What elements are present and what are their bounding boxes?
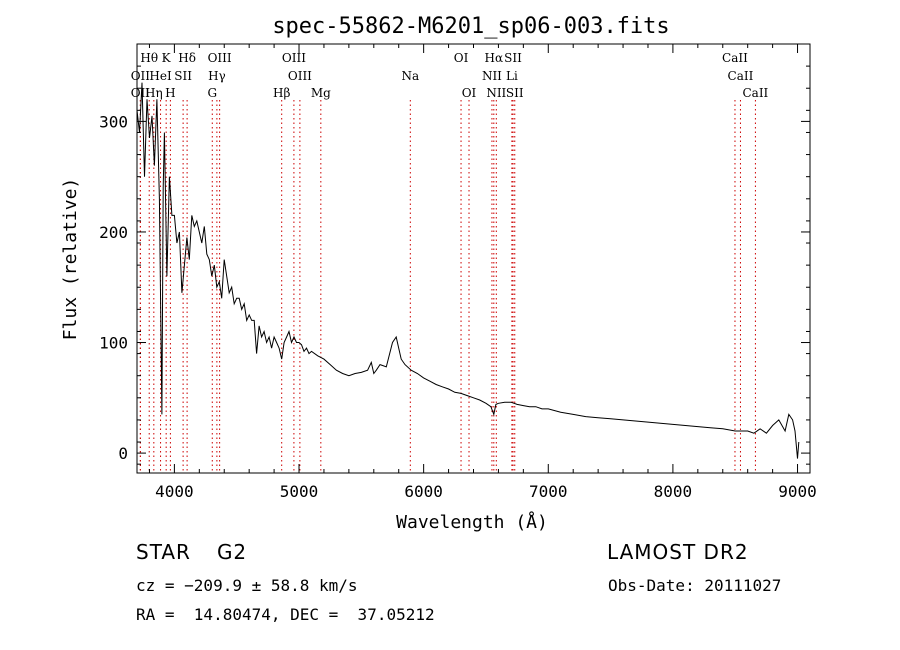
line-label: Mg [311,86,331,100]
line-label: CaII [742,86,768,100]
x-tick-label: 9000 [778,482,817,501]
line-label: Hη [145,86,163,100]
coordinates-readout: RA = 14.80474, DEC = 37.05212 [136,605,435,624]
y-tick-label: 0 [118,444,128,463]
line-label: SII [174,69,192,83]
line-label: OIII [288,69,312,83]
x-tick-label: 8000 [654,482,693,501]
x-tick-label: 7000 [529,482,568,501]
line-label: Hβ [273,86,290,100]
observation-date: Obs-Date: 20111027 [608,576,782,595]
line-label: SII [506,86,524,100]
line-label: SII [504,51,522,65]
line-label: NII [482,69,502,83]
line-label: H [165,86,175,100]
line-label: OIII [208,51,232,65]
line-label: G [207,86,217,100]
x-tick-label: 4000 [155,482,194,501]
line-label: Hα [485,51,504,65]
line-label: OI [454,51,469,65]
y-axis: 0 100 200 300 [99,65,810,465]
line-label: Hθ [140,51,158,65]
line-label: Hδ [178,51,196,65]
line-label: Na [401,69,419,83]
object-class: STAR G2 [136,540,247,564]
line-markers [139,100,756,473]
x-axis: 4000 5000 6000 7000 8000 9000 [148,44,817,501]
chart-title: spec-55862-M6201_sp06-003.fits [272,14,669,39]
spectrum-line [136,82,800,459]
x-tick-label: 6000 [404,482,443,501]
line-label: OII [131,86,151,100]
line-label: Hγ [208,69,226,83]
x-axis-label: Wavelength (Å) [396,511,548,533]
line-label: HeI [149,69,172,83]
line-label: K [162,51,172,65]
plot-frame [136,43,811,474]
y-tick-label: 100 [99,334,128,353]
class-label: STAR [136,540,191,564]
x-tick-label: 5000 [280,482,319,501]
line-label: OIII [282,51,306,65]
line-label: CaII [728,69,754,83]
line-label: NII [486,86,506,100]
subclass-label: G2 [216,540,248,564]
redshift-readout: cz = −209.9 ± 58.8 km/s [136,576,358,595]
survey-label: LAMOST DR2 [607,540,749,564]
y-tick-label: 300 [99,112,128,131]
y-axis-label: Flux (relative) [60,178,81,341]
y-tick-label: 200 [99,223,128,242]
line-label: CaII [722,51,748,65]
line-label: Li [506,69,518,83]
line-label: OI [462,86,477,100]
line-label: OII [131,69,151,83]
